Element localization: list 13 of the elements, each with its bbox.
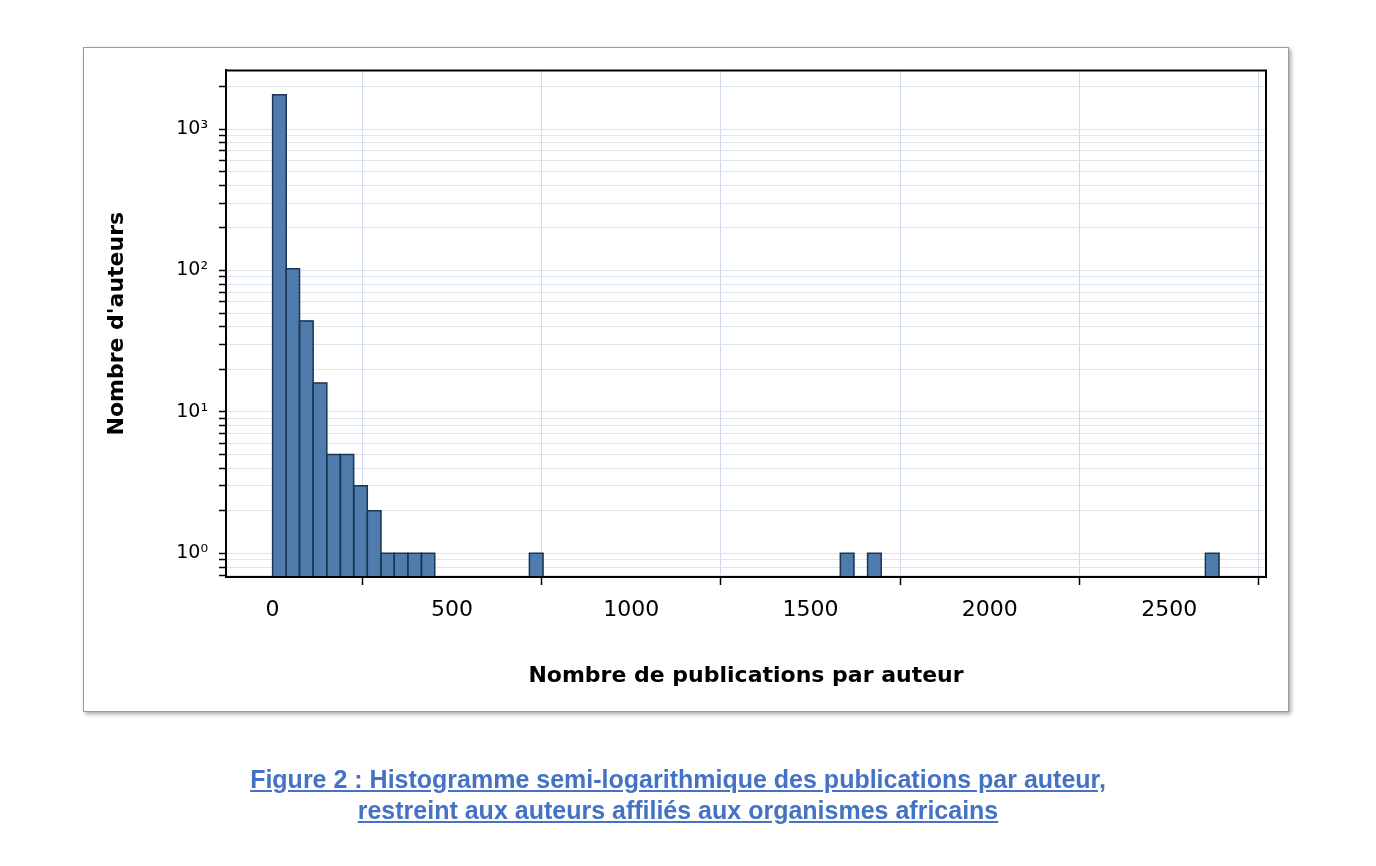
y-tick-label: 10⁰ [176, 540, 208, 563]
x-tick-label: 2000 [961, 595, 1018, 621]
x-tick-label: 1000 [603, 595, 660, 621]
y-axis-title: Nombre d'auteurs [102, 211, 128, 436]
x-axis-title: Nombre de publications par auteur [528, 661, 964, 687]
x-tick-label: 1500 [782, 595, 839, 621]
y-tick-label: 10² [176, 257, 208, 280]
y-tick-label: 10¹ [176, 398, 208, 421]
x-tick-label: 0 [265, 595, 280, 621]
x-tick-label: 2500 [1141, 595, 1198, 621]
x-tick-label: 500 [430, 595, 473, 621]
y-tick-label: 10³ [176, 116, 208, 139]
caption: Figure 2 : Histogramme semi-logarithmique des publications par auteur, restreint aux auteurs affiliés aux organismes africains [249, 764, 1107, 826]
